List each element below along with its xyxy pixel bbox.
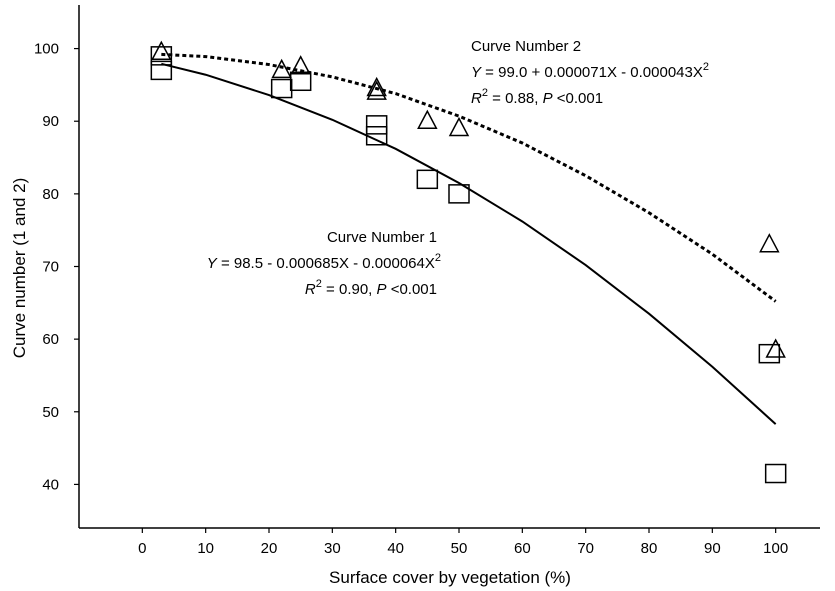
triangle-marker bbox=[765, 338, 786, 358]
annotation-equation: Y = 99.0 + 0.000071X - 0.000043X2 bbox=[471, 61, 709, 81]
x-tick-label: 70 bbox=[577, 540, 594, 557]
y-tick-label: 50 bbox=[42, 404, 59, 421]
text: Y bbox=[207, 255, 218, 272]
square-marker bbox=[448, 184, 470, 204]
x-tick-label: 40 bbox=[387, 540, 404, 557]
y-tick-label: 70 bbox=[42, 259, 59, 276]
triangle-marker bbox=[759, 233, 780, 253]
triangle-marker bbox=[417, 109, 438, 129]
y-tick-label: 90 bbox=[42, 113, 59, 130]
annotation-curve-1: Curve Number 1 Y = 98.5 - 0.000685X - 0.… bbox=[207, 229, 441, 298]
x-axis-label: Surface cover by vegetation (%) bbox=[329, 568, 571, 587]
text: R bbox=[471, 90, 482, 107]
fit-curve bbox=[161, 52, 777, 303]
annotation-curve-2: Curve Number 2 Y = 99.0 + 0.000071X - 0.… bbox=[471, 38, 709, 107]
x-tick-label: 80 bbox=[641, 540, 658, 557]
fit-curve bbox=[161, 62, 777, 425]
y-tick-label: 40 bbox=[42, 476, 59, 493]
text: P bbox=[377, 281, 387, 298]
text: <0.001 bbox=[387, 281, 437, 298]
triangle-marker bbox=[448, 116, 470, 137]
triangle-marker bbox=[366, 76, 387, 97]
x-tick-label: 0 bbox=[138, 540, 146, 557]
text: = 0.90, bbox=[322, 281, 377, 298]
annotation-title: Curve Number 1 bbox=[327, 229, 437, 246]
text: R bbox=[305, 281, 316, 298]
annotation-title: Curve Number 2 bbox=[471, 38, 581, 55]
triangle-marker bbox=[151, 40, 172, 60]
annotation-stats: R2 = 0.90, P <0.001 bbox=[305, 278, 437, 298]
annotation-equation: Y = 98.5 - 0.000685X - 0.000064X2 bbox=[207, 252, 441, 272]
annotation-stats: R2 = 0.88, P <0.001 bbox=[471, 87, 603, 107]
square-marker bbox=[270, 78, 293, 99]
text: = 99.0 + 0.000071X - 0.000043X bbox=[481, 64, 703, 81]
text: 2 bbox=[703, 61, 709, 73]
square-marker bbox=[365, 126, 388, 146]
triangle-marker bbox=[366, 80, 387, 100]
x-tick-label: 20 bbox=[261, 540, 278, 557]
text: Y bbox=[471, 64, 482, 81]
square-marker bbox=[758, 343, 781, 364]
text: = 98.5 - 0.000685X - 0.000064X bbox=[217, 255, 435, 272]
text: 2 bbox=[316, 278, 322, 290]
y-tick-label: 100 bbox=[34, 41, 59, 58]
square-marker bbox=[416, 169, 439, 190]
square-marker bbox=[289, 71, 312, 92]
text: <0.001 bbox=[553, 90, 603, 107]
y-tick-label: 60 bbox=[42, 331, 59, 348]
x-tick-label: 100 bbox=[763, 540, 788, 557]
y-axis-label: Curve number (1 and 2) bbox=[10, 178, 29, 358]
square-marker bbox=[150, 60, 173, 81]
x-tick-label: 50 bbox=[451, 540, 468, 557]
triangle-marker bbox=[290, 55, 311, 75]
square-marker bbox=[764, 463, 787, 484]
square-marker bbox=[365, 115, 388, 135]
y-tick-label: 80 bbox=[42, 186, 59, 203]
triangle-marker bbox=[271, 58, 292, 79]
text: 2 bbox=[435, 252, 441, 264]
x-tick-label: 10 bbox=[197, 540, 214, 557]
x-tick-label: 90 bbox=[704, 540, 721, 557]
text: 2 bbox=[482, 87, 488, 99]
text: P bbox=[543, 90, 553, 107]
x-tick-label: 60 bbox=[514, 540, 531, 557]
x-tick-label: 30 bbox=[324, 540, 341, 557]
text: = 0.88, bbox=[488, 90, 543, 107]
